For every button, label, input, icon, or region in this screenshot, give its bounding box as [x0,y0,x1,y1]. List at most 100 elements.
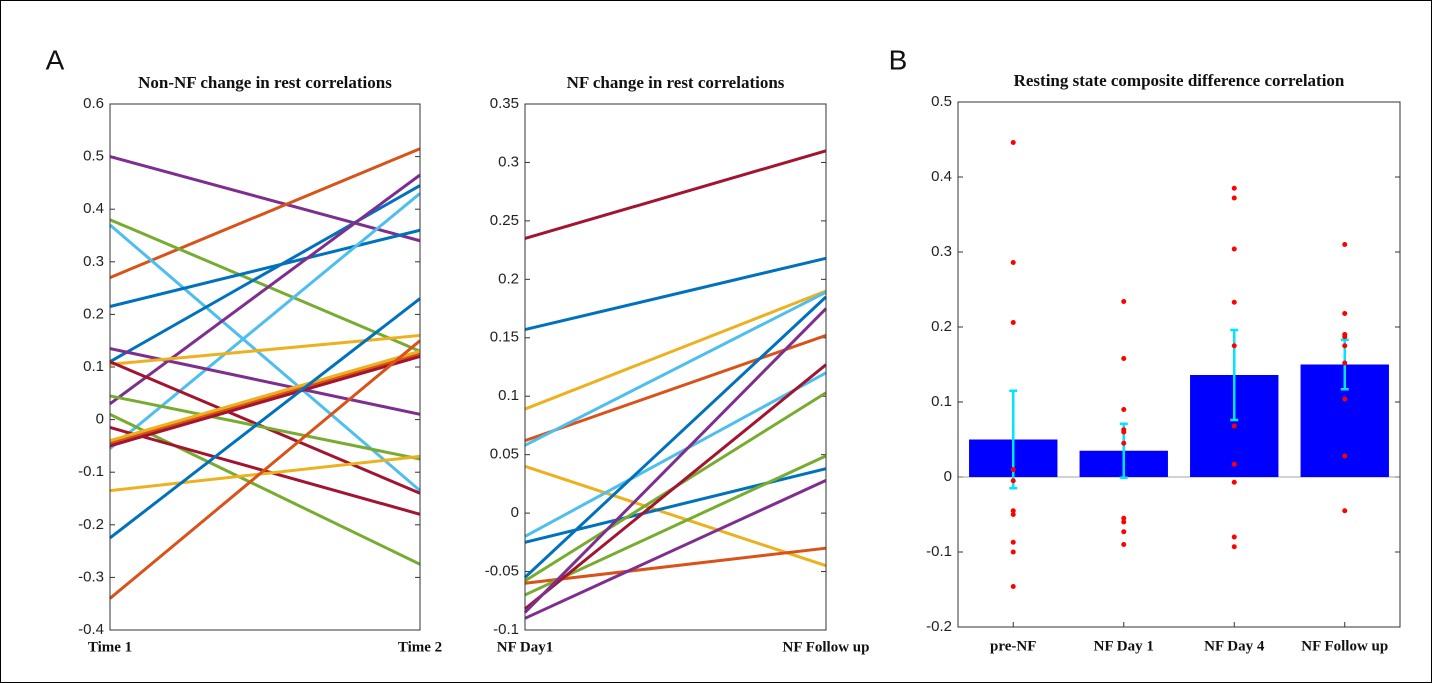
y-tick-label: -0.1 [78,463,104,480]
data-point [1010,512,1016,517]
data-point [1010,320,1016,325]
y-tick-label: 0.25 [490,212,519,229]
series-line [524,289,827,411]
series-line [109,173,421,406]
data-point [1010,508,1016,514]
data-point [1010,549,1016,555]
x-tick-label: Time 1 [88,639,132,655]
data-point [1342,334,1348,340]
data-point [1121,356,1127,361]
series-line [109,352,421,445]
series-line [524,334,827,443]
data-point [1342,343,1348,349]
data-point [1342,396,1348,402]
y-tick-label: 0.2 [83,305,104,322]
series-line [109,147,421,279]
data-point [1231,479,1237,485]
series-line [524,454,827,597]
series-line [524,363,827,611]
series-line [524,256,827,332]
data-point [1342,508,1348,514]
y-tick-label: -0.4 [78,621,104,638]
y-tick-label: 0.2 [498,270,519,287]
series-line [524,149,827,240]
data-point [1010,140,1016,145]
data-point [1121,407,1127,412]
data-point [1231,246,1237,252]
x-tick-label: NF Follow up [783,639,870,655]
x-tick-label: NF Day 1 [1094,638,1154,654]
series-line [109,394,421,461]
y-tick-label: 0.05 [490,446,519,463]
chart-title: Resting state composite difference corre… [1014,71,1345,90]
y-tick-label: 0.3 [498,153,519,170]
y-tick-label: 0.3 [83,253,104,270]
y-tick-label: -0.2 [926,618,952,635]
data-point [1342,453,1348,459]
x-tick-label: NF Day1 [497,639,554,655]
data-point [1342,360,1348,366]
data-point [1231,544,1237,550]
series-line [109,297,421,540]
y-tick-label: 0.2 [931,318,952,335]
y-tick-label: 0.4 [931,168,952,185]
series-line [109,349,421,443]
series-line [109,155,421,243]
chart-title: Non-NF change in rest correlations [138,73,392,92]
data-point [1010,260,1016,265]
axes-box [957,101,1401,628]
y-tick-label: 0 [944,468,952,485]
panel-label: B [889,44,908,75]
data-point [1231,423,1237,429]
y-tick-label: -0.2 [78,516,104,533]
series-line [109,218,421,353]
y-tick-label: 0.5 [83,148,104,165]
y-tick-label: 0.4 [83,200,104,217]
axes-box [109,103,421,631]
data-point [1342,311,1348,316]
x-tick-label: Time 2 [398,639,442,655]
series-line [524,290,827,447]
data-point [1010,478,1016,484]
axes-box [524,103,827,631]
y-tick-label: 0.6 [83,95,104,112]
series-line [524,546,827,585]
y-tick-label: 0.3 [931,243,952,260]
series-line [109,355,421,448]
data-point [1342,242,1348,247]
data-point [1121,529,1127,535]
data-point [1121,519,1127,525]
series-line [523,295,828,579]
y-tick-label: 0.15 [490,329,519,346]
y-tick-label: -0.05 [485,563,519,580]
y-tick-label: -0.1 [926,543,952,560]
x-tick-label: pre-NF [990,638,1036,654]
y-tick-label: 0.1 [931,393,952,410]
series-line [109,333,421,366]
chart-title: NF change in rest correlations [567,73,785,92]
series-line [109,223,421,492]
y-tick-label: 0 [511,504,519,521]
panel-label: A [46,44,65,75]
data-point [1231,343,1237,349]
data-point [1231,461,1237,467]
data-point [1121,429,1127,435]
series-line [523,307,828,614]
series-line [524,464,827,568]
y-tick-label: 0 [96,411,104,428]
series-line [524,371,827,538]
y-tick-label: -0.3 [78,568,104,585]
series-line [524,479,827,620]
data-point [1010,467,1016,472]
y-tick-label: 0.1 [498,387,519,404]
series-line [109,412,421,566]
data-point [1231,534,1237,540]
y-tick-label: 0.1 [83,358,104,375]
data-point [1121,515,1127,521]
data-point [1231,299,1237,305]
data-point [1121,440,1127,446]
series-line [109,339,421,600]
y-tick-label: 0.5 [931,93,952,110]
y-tick-label: -0.1 [493,621,519,638]
